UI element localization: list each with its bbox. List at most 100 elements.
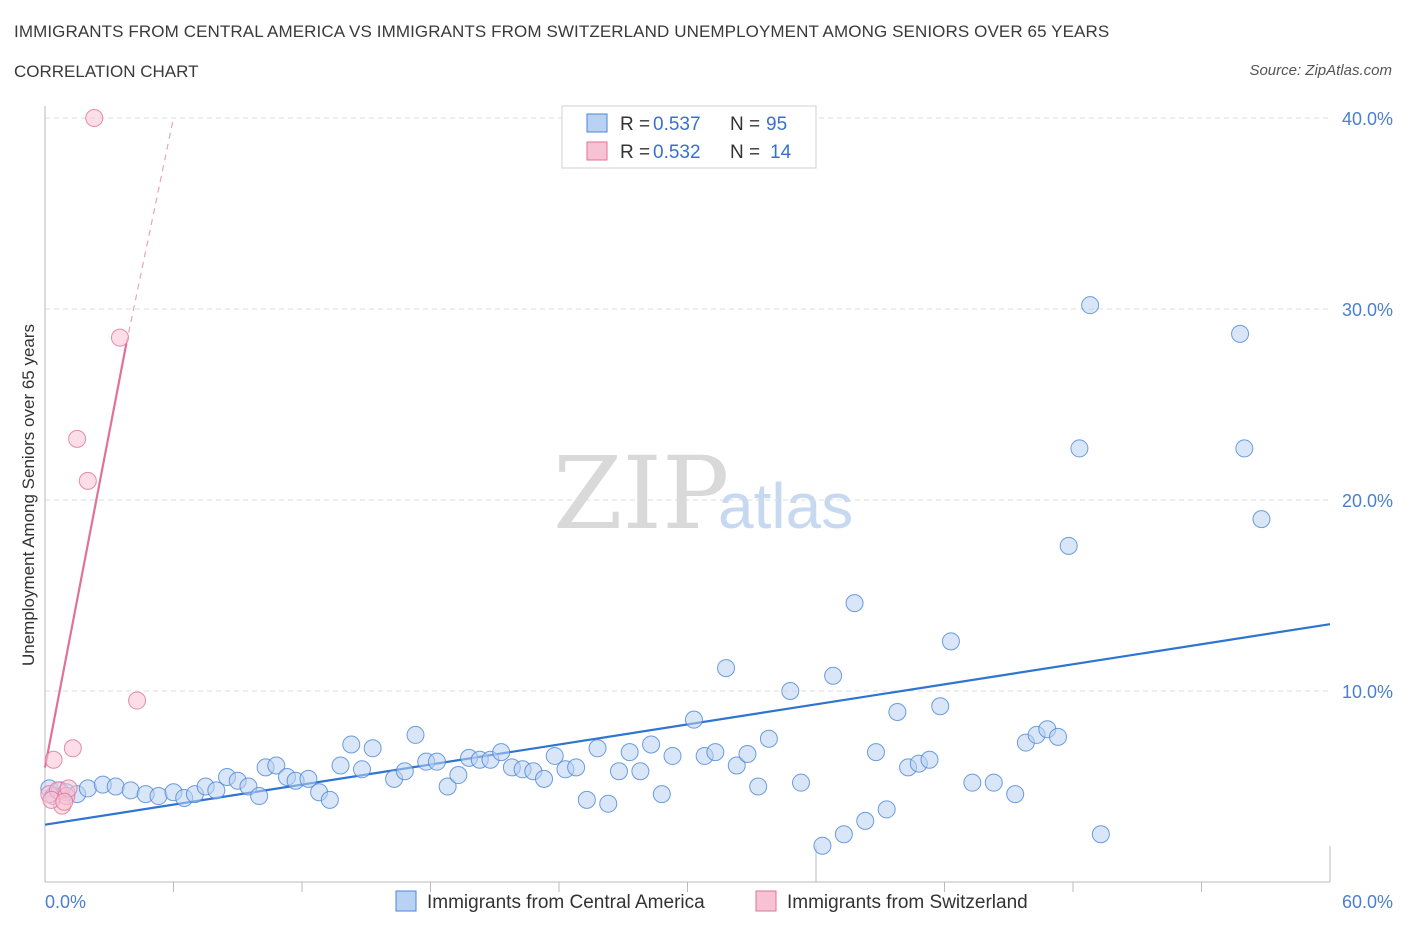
point-central-america <box>331 756 350 775</box>
point-central-america <box>1006 785 1025 804</box>
point-central-america <box>609 762 628 781</box>
point-central-america <box>299 769 318 788</box>
point-switzerland <box>44 750 63 769</box>
point-central-america <box>395 762 414 781</box>
point-central-america <box>620 743 639 762</box>
y-tick-label: 10.0% <box>1342 682 1393 702</box>
legend-n-value: 95 <box>766 114 787 135</box>
bottom-legend-swatch-central-america <box>395 890 417 912</box>
point-switzerland <box>128 691 147 710</box>
point-central-america <box>813 836 832 855</box>
source-label: Source: ZipAtlas.com <box>1249 62 1392 79</box>
point-central-america <box>352 760 371 779</box>
point-central-america <box>1059 536 1078 555</box>
point-central-america <box>207 781 226 800</box>
point-central-america <box>1049 727 1068 746</box>
point-central-america <box>449 766 468 785</box>
point-central-america <box>866 743 885 762</box>
chart-title: IMMIGRANTS FROM CENTRAL AMERICA VS IMMIG… <box>14 22 1110 41</box>
watermark-zip: ZIP <box>553 435 729 552</box>
point-central-america <box>121 781 140 800</box>
point-switzerland <box>63 739 82 758</box>
bottom-legend-label-central-america: Immigrants from Central America <box>427 892 705 913</box>
y-tick-label: 30.0% <box>1342 300 1393 320</box>
point-central-america <box>438 777 457 796</box>
tick-labels: 10.0% 20.0% 30.0% 40.0% 0.0% 60.0% <box>45 109 1393 912</box>
point-central-america <box>717 659 736 678</box>
legend: R = 0.537 N = 95 R = 0.532 N = 14 <box>561 105 817 169</box>
x-tick-label: 60.0% <box>1342 892 1393 912</box>
point-switzerland <box>85 109 104 127</box>
point-central-america <box>106 777 125 796</box>
point-central-america <box>642 735 661 754</box>
point-central-america <box>250 787 269 806</box>
legend-swatch-central-america <box>586 113 608 133</box>
point-central-america <box>706 743 725 762</box>
legend-r-label: R = <box>620 142 650 163</box>
point-central-america <box>631 762 650 781</box>
point-central-america <box>652 785 671 804</box>
point-central-america <box>749 777 768 796</box>
point-central-america <box>1091 825 1110 844</box>
point-central-america <box>792 773 811 792</box>
point-central-america <box>727 756 746 775</box>
point-central-america <box>577 790 596 809</box>
point-central-america <box>834 825 853 844</box>
point-central-america <box>363 739 382 758</box>
y-axis-label: Unemployment Among Seniors over 65 years <box>19 324 38 666</box>
point-switzerland <box>68 429 87 448</box>
gridlines <box>45 117 1330 692</box>
watermark: ZIP atlas <box>553 435 853 552</box>
bottom-legend: Immigrants from Central America Immigran… <box>395 890 1028 913</box>
point-central-america <box>931 697 950 716</box>
point-central-america <box>888 703 907 722</box>
bottom-legend-swatch-switzerland <box>755 890 777 912</box>
legend-swatch-switzerland <box>586 141 608 161</box>
x-tick-label: 0.0% <box>45 892 86 912</box>
point-central-america <box>856 811 875 830</box>
legend-n-label: N = <box>730 114 760 135</box>
legend-n-value: 14 <box>770 142 792 163</box>
point-central-america <box>267 756 286 775</box>
point-central-america <box>149 787 168 806</box>
point-central-america <box>320 790 339 809</box>
point-central-america <box>1252 510 1271 529</box>
point-central-america <box>78 779 97 798</box>
point-central-america <box>545 746 564 765</box>
legend-r-value: 0.537 <box>653 114 701 135</box>
point-central-america <box>845 594 864 613</box>
point-central-america <box>1231 324 1250 343</box>
legend-r-label: R = <box>620 114 650 135</box>
point-central-america <box>342 735 361 754</box>
y-tick-label: 40.0% <box>1342 109 1393 129</box>
watermark-atlas: atlas <box>718 470 853 542</box>
point-switzerland <box>55 792 74 811</box>
point-switzerland <box>78 471 97 490</box>
bottom-legend-label-switzerland: Immigrants from Switzerland <box>787 892 1028 913</box>
point-central-america <box>535 769 554 788</box>
point-central-america <box>941 632 960 651</box>
legend-n-label: N = <box>730 142 760 163</box>
point-central-america <box>824 666 843 685</box>
point-central-america <box>984 773 1003 792</box>
point-central-america <box>759 729 778 748</box>
point-switzerland <box>110 328 129 347</box>
point-central-america <box>406 725 425 744</box>
point-central-america <box>738 745 757 764</box>
point-central-america <box>920 750 939 769</box>
point-central-america <box>684 710 703 729</box>
point-central-america <box>963 773 982 792</box>
point-central-america <box>781 682 800 700</box>
trend-line-switzerland-extension <box>125 117 175 344</box>
point-central-america <box>1070 439 1089 458</box>
point-central-america <box>1081 296 1100 315</box>
data-points <box>40 109 1271 855</box>
legend-r-value: 0.532 <box>653 142 701 163</box>
point-central-america <box>567 758 586 777</box>
point-central-america <box>427 752 446 771</box>
point-central-america <box>1235 439 1254 458</box>
point-central-america <box>599 794 618 813</box>
y-tick-label: 20.0% <box>1342 491 1393 511</box>
point-central-america <box>492 743 511 762</box>
